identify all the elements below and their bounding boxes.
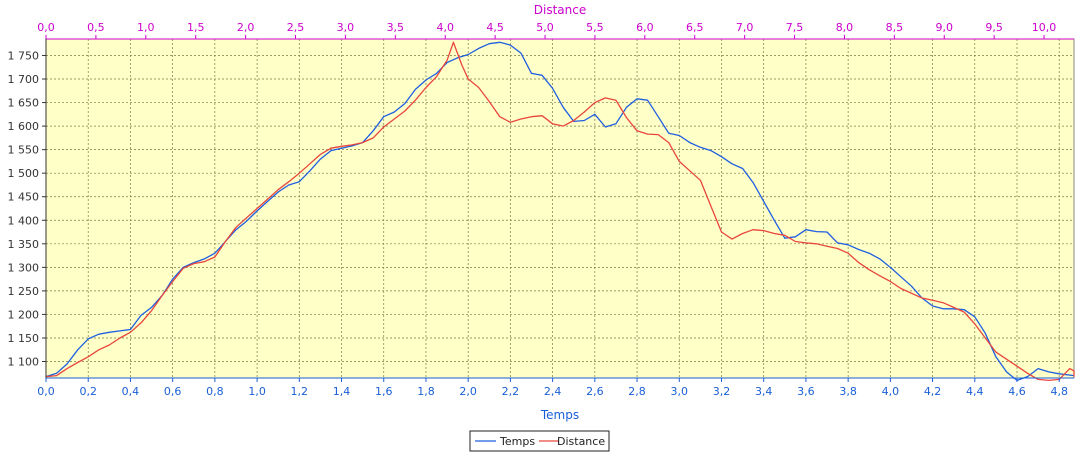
y-tick-label: 1 750 (8, 49, 40, 62)
plot-area (45, 38, 1075, 379)
y-tick-label: 1 400 (8, 214, 40, 227)
top-tick-label: 10,0 (1032, 21, 1057, 34)
axes: 0,0 0,2 0,4 0,6 0,8 1,0 1,2 1,4 1,6 1,8 2,0 2,2 2,4 2… (8, 21, 1074, 398)
y-tick-label: 1 600 (8, 120, 40, 133)
top-tick-label: 1,0 (137, 21, 155, 34)
series-line-distance (45, 41, 1075, 382)
bottom-tick-label: 1,8 (417, 385, 435, 398)
y-tick-label: 1 200 (8, 308, 40, 321)
top-tick-label: 2,0 (237, 21, 255, 34)
top-tick-label: 3,0 (337, 21, 355, 34)
y-tick-label: 1 500 (8, 167, 40, 180)
y-tick-label: 1 300 (8, 261, 40, 274)
top-tick-label: 1,5 (187, 21, 205, 34)
top-tick-label: 5,5 (586, 21, 604, 34)
series-line-temps (45, 41, 1075, 382)
top-tick-label: 7,5 (786, 21, 804, 34)
bottom-tick-label: 1,4 (333, 385, 351, 398)
bottom-tick-label: 0,8 (206, 385, 224, 398)
top-tick-label: 8,5 (886, 21, 904, 34)
y-tick-label: 1 350 (8, 238, 40, 251)
bottom-tick-label: 0,4 (122, 385, 140, 398)
bottom-tick-label: 1,0 (248, 385, 266, 398)
bottom-tick-label: 4,6 (1008, 385, 1026, 398)
bottom-tick-label: 1,6 (375, 385, 393, 398)
y-tick-label: 1 100 (8, 356, 40, 369)
bottom-tick-label: 3,8 (839, 385, 857, 398)
top-tick-label: 8,0 (836, 21, 854, 34)
bottom-tick-label: 4,0 (882, 385, 900, 398)
y-tick-label: 1 650 (8, 97, 40, 110)
bottom-tick-label: 3,6 (797, 385, 815, 398)
bottom-tick-label: 3,4 (755, 385, 773, 398)
bottom-tick-label: 1,2 (291, 385, 309, 398)
grid (46, 39, 1074, 378)
legend: Temps Distance (469, 430, 610, 452)
y-tick-label: 1 150 (8, 332, 40, 345)
bottom-tick-label: 4,2 (924, 385, 942, 398)
bottom-tick-label: 4,8 (1050, 385, 1068, 398)
top-axis-title: Distance (534, 3, 586, 17)
y-tick-label: 1 250 (8, 285, 40, 298)
y-tick-label: 1 450 (8, 191, 40, 204)
y-tick-label: 1 550 (8, 144, 40, 157)
bottom-tick-label: 2,2 (502, 385, 520, 398)
bottom-tick-label: 3,0 (671, 385, 689, 398)
bottom-tick-label: 2,8 (628, 385, 646, 398)
top-tick-label: 2,5 (287, 21, 305, 34)
legend-label-distance: Distance (557, 435, 605, 448)
bottom-tick-label: 0,2 (79, 385, 97, 398)
top-tick-label: 9,5 (985, 21, 1003, 34)
bottom-tick-label: 3,2 (713, 385, 731, 398)
bottom-tick-label: 0,6 (164, 385, 182, 398)
top-tick-label: 9,0 (936, 21, 954, 34)
top-tick-label: 0,5 (87, 21, 105, 34)
top-tick-label: 0,0 (37, 21, 55, 34)
bottom-tick-label: 2,4 (544, 385, 562, 398)
series-layer (45, 41, 1075, 382)
bottom-axis-title: Temps (540, 408, 579, 422)
y-tick-label: 1 700 (8, 73, 40, 86)
bottom-tick-label: 4,4 (966, 385, 984, 398)
top-tick-label: 7,0 (736, 21, 754, 34)
bottom-tick-label: 2,0 (459, 385, 477, 398)
top-tick-label: 5,0 (536, 21, 554, 34)
top-tick-label: 4,0 (436, 21, 454, 34)
top-tick-label: 3,5 (387, 21, 405, 34)
top-tick-label: 6,0 (636, 21, 654, 34)
bottom-tick-label: 0,0 (37, 385, 55, 398)
bottom-tick-label: 2,6 (586, 385, 604, 398)
legend-label-temps: Temps (499, 435, 535, 448)
top-tick-label: 6,5 (686, 21, 704, 34)
top-tick-label: 4,5 (486, 21, 504, 34)
